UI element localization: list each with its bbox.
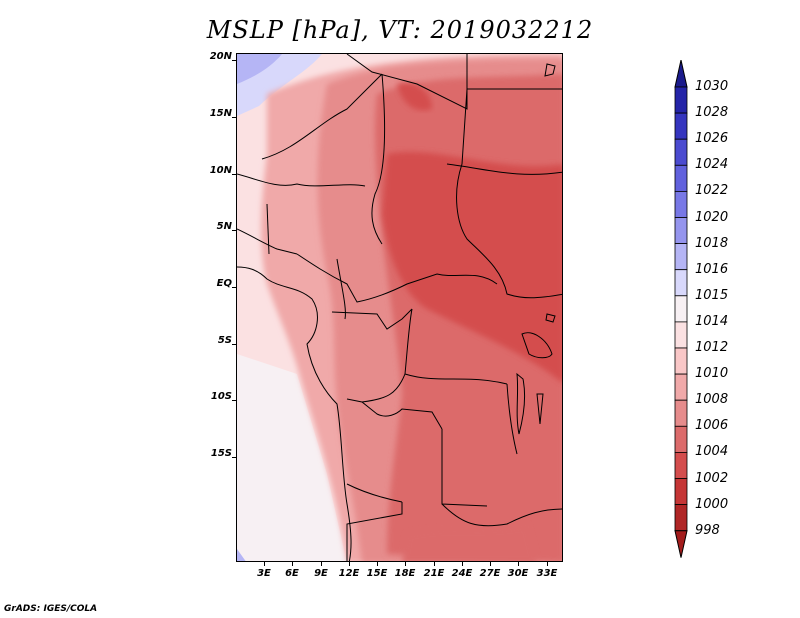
colorbar-bottom-triangle bbox=[674, 530, 688, 558]
colorbar-top-triangle bbox=[674, 60, 688, 88]
colorbar-segment bbox=[674, 190, 688, 218]
colorbar-label: 1014 bbox=[695, 313, 729, 329]
coastline-west bbox=[237, 266, 352, 561]
y-tick bbox=[232, 457, 236, 458]
colorbar-segment bbox=[674, 399, 688, 427]
grads-credit: GrADS: IGES/COLA bbox=[4, 604, 98, 614]
colorbar-label: 1016 bbox=[695, 261, 729, 277]
colorbar-label: 1030 bbox=[695, 79, 729, 94]
x-tick bbox=[547, 562, 548, 566]
field-1004 bbox=[382, 151, 562, 383]
x-label-21e: 21E bbox=[423, 568, 445, 579]
x-label-6e: 6E bbox=[285, 568, 299, 579]
x-label-12e: 12E bbox=[338, 568, 360, 579]
colorbar-label: 1018 bbox=[695, 235, 729, 251]
y-label-5n: 5N bbox=[216, 221, 232, 232]
colorbar-segment bbox=[674, 86, 688, 114]
colorbar bbox=[674, 60, 688, 558]
field-1004-north bbox=[397, 82, 432, 111]
x-label-24e: 24E bbox=[451, 568, 473, 579]
y-label-10n: 10N bbox=[209, 165, 232, 176]
colorbar-segment bbox=[674, 295, 688, 323]
colorbar-label: 1008 bbox=[695, 392, 729, 408]
colorbar-segment bbox=[674, 504, 688, 532]
y-tick bbox=[232, 174, 236, 175]
colorbar-label: 1028 bbox=[695, 105, 729, 121]
colorbar-label: 1004 bbox=[695, 444, 729, 460]
colorbar-label: 1022 bbox=[695, 183, 729, 199]
x-tick bbox=[434, 562, 435, 566]
y-tick bbox=[232, 344, 236, 345]
x-label-9e: 9E bbox=[314, 568, 328, 579]
colorbar-segment bbox=[674, 269, 688, 297]
x-tick bbox=[405, 562, 406, 566]
colorbar-segment bbox=[674, 478, 688, 506]
y-label-10s: 10S bbox=[210, 391, 232, 402]
y-label-5s: 5S bbox=[217, 335, 232, 346]
colorbar-label: 998 bbox=[695, 522, 720, 538]
colorbar-segment bbox=[674, 112, 688, 140]
colorbar-label: 1024 bbox=[695, 157, 729, 173]
colorbar-segment bbox=[674, 138, 688, 166]
field-1014 bbox=[237, 354, 347, 561]
colorbar-segment bbox=[674, 217, 688, 245]
x-tick bbox=[490, 562, 491, 566]
colorbar-label: 1002 bbox=[695, 470, 729, 486]
y-label-15n: 15N bbox=[209, 108, 232, 119]
colorbar-label: 1015 bbox=[695, 287, 729, 303]
x-label-33e: 33E bbox=[536, 568, 558, 579]
colorbar-segment bbox=[674, 425, 688, 453]
colorbar-segment bbox=[674, 347, 688, 375]
x-label-18e: 18E bbox=[394, 568, 416, 579]
colorbar-segment bbox=[674, 243, 688, 271]
field-1016 bbox=[237, 54, 282, 84]
x-label-3e: 3E bbox=[257, 568, 271, 579]
colorbar-label: 1006 bbox=[695, 418, 729, 434]
x-tick bbox=[462, 562, 463, 566]
x-label-15e: 15E bbox=[366, 568, 388, 579]
y-label-15s: 15S bbox=[210, 448, 232, 459]
x-tick bbox=[377, 562, 378, 566]
colorbar-segment bbox=[674, 164, 688, 192]
x-tick bbox=[321, 562, 322, 566]
mslp-field bbox=[237, 54, 562, 561]
y-label-eq: EQ bbox=[216, 278, 232, 289]
map-panel bbox=[236, 53, 563, 562]
y-tick bbox=[232, 117, 236, 118]
colorbar-label: 1026 bbox=[695, 131, 729, 147]
country-borders bbox=[237, 54, 562, 561]
colorbar-segment bbox=[674, 373, 688, 401]
y-tick bbox=[232, 60, 236, 61]
colorbar-segment bbox=[674, 321, 688, 349]
x-tick bbox=[518, 562, 519, 566]
map-title: MSLP [hPa], VT: 2019032212 bbox=[206, 16, 594, 44]
y-label-20n: 20N bbox=[209, 51, 232, 62]
x-tick bbox=[349, 562, 350, 566]
y-tick bbox=[232, 230, 236, 231]
x-label-30e: 30E bbox=[507, 568, 529, 579]
y-tick bbox=[232, 400, 236, 401]
x-tick bbox=[292, 562, 293, 566]
x-label-27e: 27E bbox=[479, 568, 501, 579]
colorbar-label: 1010 bbox=[695, 366, 729, 382]
field-south bbox=[402, 524, 537, 561]
x-tick bbox=[264, 562, 265, 566]
colorbar-label: 1000 bbox=[695, 496, 729, 512]
great-lakes bbox=[516, 63, 556, 435]
colorbar-label: 1012 bbox=[695, 340, 729, 355]
colorbar-label: 1020 bbox=[695, 209, 729, 225]
y-tick bbox=[232, 287, 236, 288]
colorbar-segment bbox=[674, 451, 688, 479]
